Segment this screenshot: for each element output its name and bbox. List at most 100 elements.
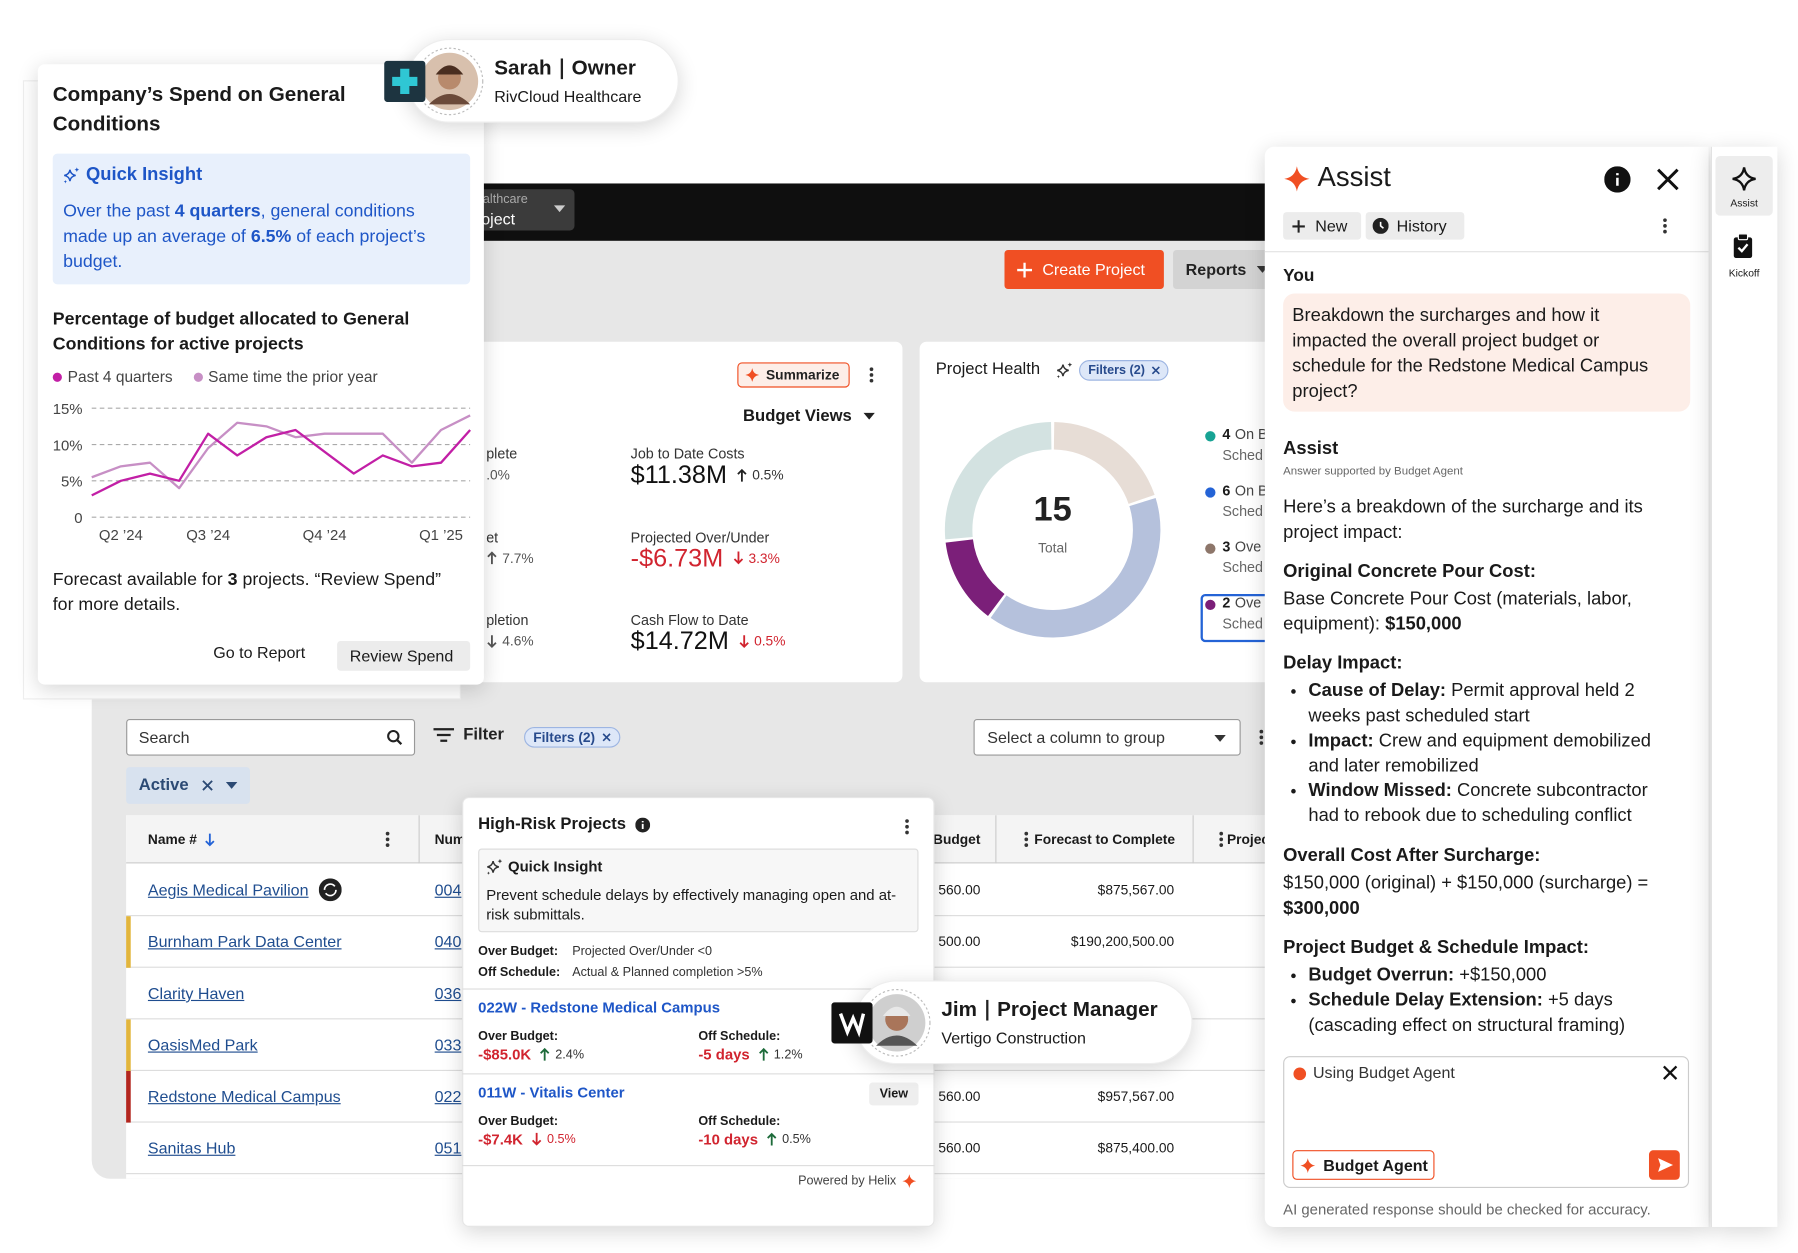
info-icon bbox=[635, 817, 651, 832]
more-icon bbox=[1259, 729, 1264, 745]
review-spend-button[interactable]: Review Spend bbox=[337, 640, 471, 671]
project-link[interactable]: 022W - Redstone Medical Campus bbox=[478, 998, 721, 1016]
column-divider bbox=[995, 815, 997, 864]
group-select[interactable]: Select a column to group bbox=[973, 718, 1241, 756]
chart-title: Percentage of budget allocated to Genera… bbox=[52, 309, 410, 355]
rail-label[interactable]: Kickoff bbox=[1728, 267, 1760, 279]
project-link[interactable]: Redstone Medical Campus bbox=[147, 1087, 341, 1106]
clock-icon bbox=[1372, 217, 1389, 234]
icon-part bbox=[1663, 224, 1667, 228]
icon-part bbox=[1219, 831, 1224, 836]
assist-logo bbox=[1284, 166, 1310, 192]
icon-part bbox=[1732, 167, 1756, 191]
bullet: Schedule Delay Extension: +5 days (casca… bbox=[1308, 988, 1678, 1038]
text-run: Forecast available for bbox=[52, 569, 228, 590]
project-link[interactable]: Sanitas Hub bbox=[147, 1138, 236, 1158]
company-logo bbox=[384, 60, 426, 103]
legend-item: Past 4 quarters bbox=[52, 368, 173, 385]
project-number[interactable]: 022 bbox=[434, 1087, 462, 1106]
icon-part bbox=[204, 833, 215, 846]
close-button[interactable] bbox=[1663, 1065, 1678, 1080]
chart-legend: Past 4 quarters Same time the prior year bbox=[52, 368, 378, 385]
bold-text: Window Missed: bbox=[1308, 781, 1452, 801]
metric-value-row: 4.6% bbox=[486, 626, 534, 650]
insight-title: Quick Insight bbox=[63, 165, 202, 186]
icon-part bbox=[385, 843, 390, 847]
column-divider bbox=[1192, 815, 1194, 864]
icon-part bbox=[863, 412, 875, 420]
icon-part bbox=[1024, 843, 1029, 847]
create-project-button[interactable]: Create Project bbox=[1004, 249, 1164, 289]
rail-active bbox=[1715, 155, 1773, 216]
send-button[interactable] bbox=[1648, 1150, 1680, 1180]
legend-dot bbox=[193, 372, 203, 382]
info-button[interactable] bbox=[1604, 166, 1631, 193]
active-chip[interactable]: Active bbox=[126, 767, 250, 804]
search-box[interactable]: Search bbox=[126, 718, 416, 756]
icon-part bbox=[1657, 168, 1679, 191]
legend-item: Same time the prior year bbox=[193, 368, 378, 385]
project-link[interactable]: 011W - Vitalis Center bbox=[478, 1083, 625, 1101]
go-to-report-button[interactable]: Go to Report bbox=[213, 643, 306, 662]
view-button[interactable]: View bbox=[869, 1082, 919, 1106]
budget-views[interactable]: Budget Views bbox=[743, 407, 875, 425]
icon-part bbox=[225, 782, 237, 789]
legend-dot bbox=[52, 372, 62, 382]
icon-part bbox=[1663, 1065, 1678, 1080]
criteria-label: Off Schedule: bbox=[478, 965, 561, 980]
project-link[interactable]: Clarity Haven bbox=[147, 983, 245, 1003]
project-number[interactable]: 036 bbox=[434, 983, 462, 1003]
disclaimer: AI generated response should be checked … bbox=[1283, 1200, 1651, 1218]
trend-arrow bbox=[732, 550, 743, 565]
column-header: Num bbox=[434, 831, 465, 848]
legend-count: 4 bbox=[1222, 426, 1231, 443]
icon-part bbox=[733, 551, 743, 565]
new-button[interactable]: New bbox=[1283, 212, 1362, 240]
insight-title: Quick Insight bbox=[486, 858, 602, 875]
project-number[interactable]: 040 bbox=[434, 932, 462, 951]
divider bbox=[462, 1165, 935, 1167]
agent-chip[interactable]: Budget Agent bbox=[1292, 1150, 1435, 1180]
legend-sub: Sched bbox=[1222, 559, 1264, 576]
icon-part bbox=[396, 739, 403, 746]
filter-button[interactable]: Filter bbox=[433, 726, 504, 744]
project-number[interactable]: 033 bbox=[434, 1035, 462, 1054]
criteria-value: Actual & Planned completion >5% bbox=[572, 965, 763, 980]
column-label: Name # bbox=[147, 831, 197, 848]
icon-part bbox=[532, 1132, 542, 1146]
button-label: History bbox=[1396, 216, 1447, 236]
project-link[interactable]: Burnham Park Data Center bbox=[147, 932, 342, 951]
icon-part bbox=[745, 368, 760, 382]
criteria-label: Over Budget: bbox=[478, 944, 559, 959]
reports-button[interactable]: Reports bbox=[1173, 249, 1277, 289]
summarize-button[interactable]: Summarize bbox=[737, 362, 850, 388]
project-link[interactable]: OasisMed Park bbox=[147, 1035, 258, 1054]
metric-value-row: $11.38M 0.5% bbox=[631, 460, 784, 490]
column-header[interactable]: Name # bbox=[148, 831, 215, 847]
icon-part bbox=[1663, 229, 1667, 234]
caret-icon bbox=[863, 412, 875, 420]
row-flag bbox=[126, 1019, 131, 1071]
metric-value: 4.6% bbox=[502, 632, 534, 650]
budget-cell: 560.00 bbox=[938, 1139, 981, 1156]
history-button[interactable]: History bbox=[1365, 212, 1465, 240]
criteria-value: Projected Over/Under <0 bbox=[572, 944, 713, 959]
icon-part bbox=[767, 1132, 777, 1146]
metric-value-row: -$6.73M 3.3% bbox=[631, 543, 780, 573]
x-tick-label: Q1 ’25 bbox=[419, 528, 463, 544]
persona-name: Jim Project Manager bbox=[941, 998, 1157, 1022]
y-tick-label: 15% bbox=[53, 402, 83, 418]
insight-title-text: Quick Insight bbox=[86, 165, 203, 185]
project-number[interactable]: 004 bbox=[434, 880, 462, 899]
filters-chip[interactable]: Filters (2) bbox=[524, 726, 621, 748]
dropdown-label: Budget Views bbox=[743, 407, 852, 426]
close-button[interactable] bbox=[1657, 168, 1679, 191]
project-number[interactable]: 051 bbox=[434, 1138, 462, 1158]
icon-part bbox=[225, 782, 237, 789]
filters-chip[interactable]: Filters (2) bbox=[1079, 360, 1169, 381]
icon-part bbox=[905, 819, 909, 823]
icon-part bbox=[1056, 362, 1073, 379]
forecast-cell: $875,567.00 bbox=[1097, 881, 1175, 898]
project-link[interactable]: Aegis Medical Pavilion bbox=[147, 880, 309, 899]
rail-label[interactable]: Assist bbox=[1730, 197, 1758, 209]
